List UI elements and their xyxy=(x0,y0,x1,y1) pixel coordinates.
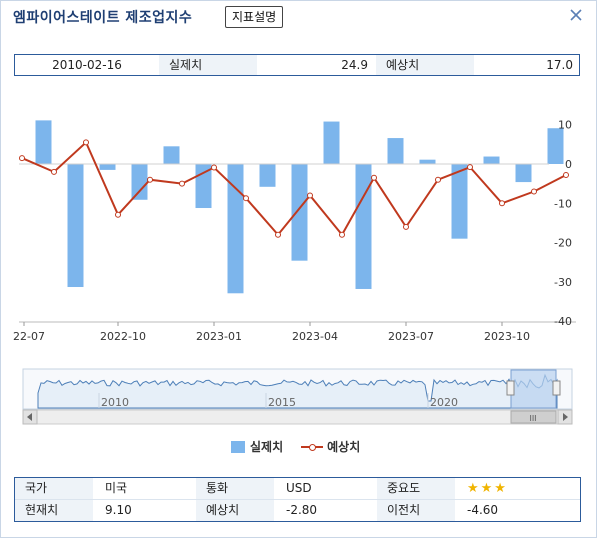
forecast-point[interactable] xyxy=(51,168,57,175)
scroll-right-arrow-icon xyxy=(563,413,568,421)
x-tick-label: 2023-01 xyxy=(196,330,242,343)
forecast-point[interactable] xyxy=(179,180,185,187)
currency-label: 통화 xyxy=(196,478,274,499)
details-forecast-label: 예상치 xyxy=(196,500,274,521)
scroll-thumb[interactable] xyxy=(510,410,557,424)
forecast-point[interactable] xyxy=(147,176,153,183)
actual-bar[interactable] xyxy=(547,128,564,164)
actual-bar[interactable] xyxy=(515,164,532,183)
actual-bar[interactable] xyxy=(387,138,404,164)
previous-label: 이전치 xyxy=(377,500,455,521)
currency-value: USD xyxy=(286,481,312,495)
actual-bar[interactable] xyxy=(99,164,116,170)
navigator-year-label: 2010 xyxy=(101,396,129,409)
actual-bar[interactable] xyxy=(227,164,244,294)
y-tick-label: -40 xyxy=(554,315,572,328)
scroll-left-arrow-icon xyxy=(27,413,32,421)
actual-bar[interactable] xyxy=(451,164,468,239)
forecast-point[interactable] xyxy=(563,172,569,179)
chart-canvas[interactable]: 22-07 2022-10 2023-01 2023-04 2023-07 2023-10… xyxy=(1,1,597,431)
forecast-value: 17.0 xyxy=(546,58,573,72)
y-tick-label: 10 xyxy=(558,119,572,132)
forecast-point[interactable] xyxy=(339,231,345,238)
country-label: 국가 xyxy=(15,478,93,499)
forecast-point[interactable] xyxy=(371,174,377,181)
close-icon[interactable] xyxy=(568,7,584,23)
indicator-details-table: 국가 미국 통화 USD 중요도 ★★★ 현재치 9.10 예상치 -2.80 … xyxy=(14,477,581,522)
y-tick-label: -30 xyxy=(554,276,572,289)
current-value: 9.10 xyxy=(105,503,132,517)
forecast-point[interactable] xyxy=(115,211,121,218)
x-tick-label: 2023-10 xyxy=(484,330,530,343)
legend-forecast-label[interactable]: 예상치 xyxy=(327,440,361,454)
navigator-year-label: 2020 xyxy=(430,396,458,409)
forecast-point[interactable] xyxy=(243,195,249,202)
navigator[interactable]: 2010 2015 2020 xyxy=(22,368,573,410)
forecast-point[interactable] xyxy=(467,164,473,171)
legend-line-swatch xyxy=(301,441,324,453)
navigator-year-label: 2015 xyxy=(268,396,296,409)
x-tick-label: 2022-10 xyxy=(100,330,146,343)
forecast-series-line xyxy=(21,140,567,237)
y-tick-label: 0 xyxy=(565,158,572,171)
actual-bar[interactable] xyxy=(67,164,84,288)
navigator-left-handle[interactable] xyxy=(506,380,515,396)
actual-bar[interactable] xyxy=(355,164,372,289)
indicator-title: 엠파이어스테이트 제조업지수 xyxy=(13,10,193,26)
current-label: 현재치 xyxy=(15,500,93,521)
scroll-thumb-grip: III xyxy=(529,414,536,423)
forecast-point[interactable] xyxy=(499,200,505,207)
y-tick-label: -20 xyxy=(554,237,572,250)
selected-date: 2010-02-16 xyxy=(52,58,122,72)
country-value: 미국 xyxy=(105,481,128,495)
actual-bar[interactable] xyxy=(35,120,52,164)
forecast-label: 예상치 xyxy=(376,55,474,75)
forecast-point[interactable] xyxy=(19,155,25,162)
forecast-point[interactable] xyxy=(435,176,441,183)
legend-actual-label[interactable]: 실제치 xyxy=(250,440,284,454)
actual-bar[interactable] xyxy=(163,146,180,164)
forecast-point[interactable] xyxy=(403,223,409,230)
actual-bar[interactable] xyxy=(259,164,276,187)
importance-label: 중요도 xyxy=(377,478,455,499)
details-row-1: 국가 미국 통화 USD 중요도 ★★★ xyxy=(15,478,580,499)
x-tick-label: 2023-07 xyxy=(388,330,434,343)
chart-legend: 실제치 예상치 xyxy=(231,438,360,455)
actual-bar[interactable] xyxy=(323,121,340,164)
actual-bar[interactable] xyxy=(131,164,148,200)
forecast-point[interactable] xyxy=(275,231,281,238)
legend-bar-swatch xyxy=(231,440,245,453)
forecast-point[interactable] xyxy=(531,188,537,195)
importance-stars-icon: ★★★ xyxy=(467,481,508,496)
previous-value: -4.60 xyxy=(467,503,499,517)
forecast-point[interactable] xyxy=(83,139,89,146)
actual-bar[interactable] xyxy=(483,156,500,164)
actual-value: 24.9 xyxy=(341,58,368,72)
details-row-2: 현재치 9.10 예상치 -2.80 이전치 -4.60 xyxy=(15,499,580,521)
y-tick-label: -10 xyxy=(554,197,572,210)
forecast-point[interactable] xyxy=(307,192,313,199)
navigator-scrollbar[interactable]: III xyxy=(22,409,573,425)
actual-bar[interactable] xyxy=(419,159,436,164)
details-forecast-value: -2.80 xyxy=(286,503,318,517)
actual-bar[interactable] xyxy=(291,164,308,261)
x-tick-label: 22-07 xyxy=(13,330,45,343)
forecast-point[interactable] xyxy=(211,164,217,171)
x-tick-label: 2023-04 xyxy=(292,330,338,343)
actual-label: 실제치 xyxy=(159,55,257,75)
navigator-selection[interactable] xyxy=(510,369,557,409)
selected-point-info: 2010-02-16 실제치 24.9 예상치 17.0 xyxy=(14,54,580,76)
navigator-right-handle[interactable] xyxy=(552,380,561,396)
indicator-description-button[interactable]: 지표설명 xyxy=(225,6,284,28)
